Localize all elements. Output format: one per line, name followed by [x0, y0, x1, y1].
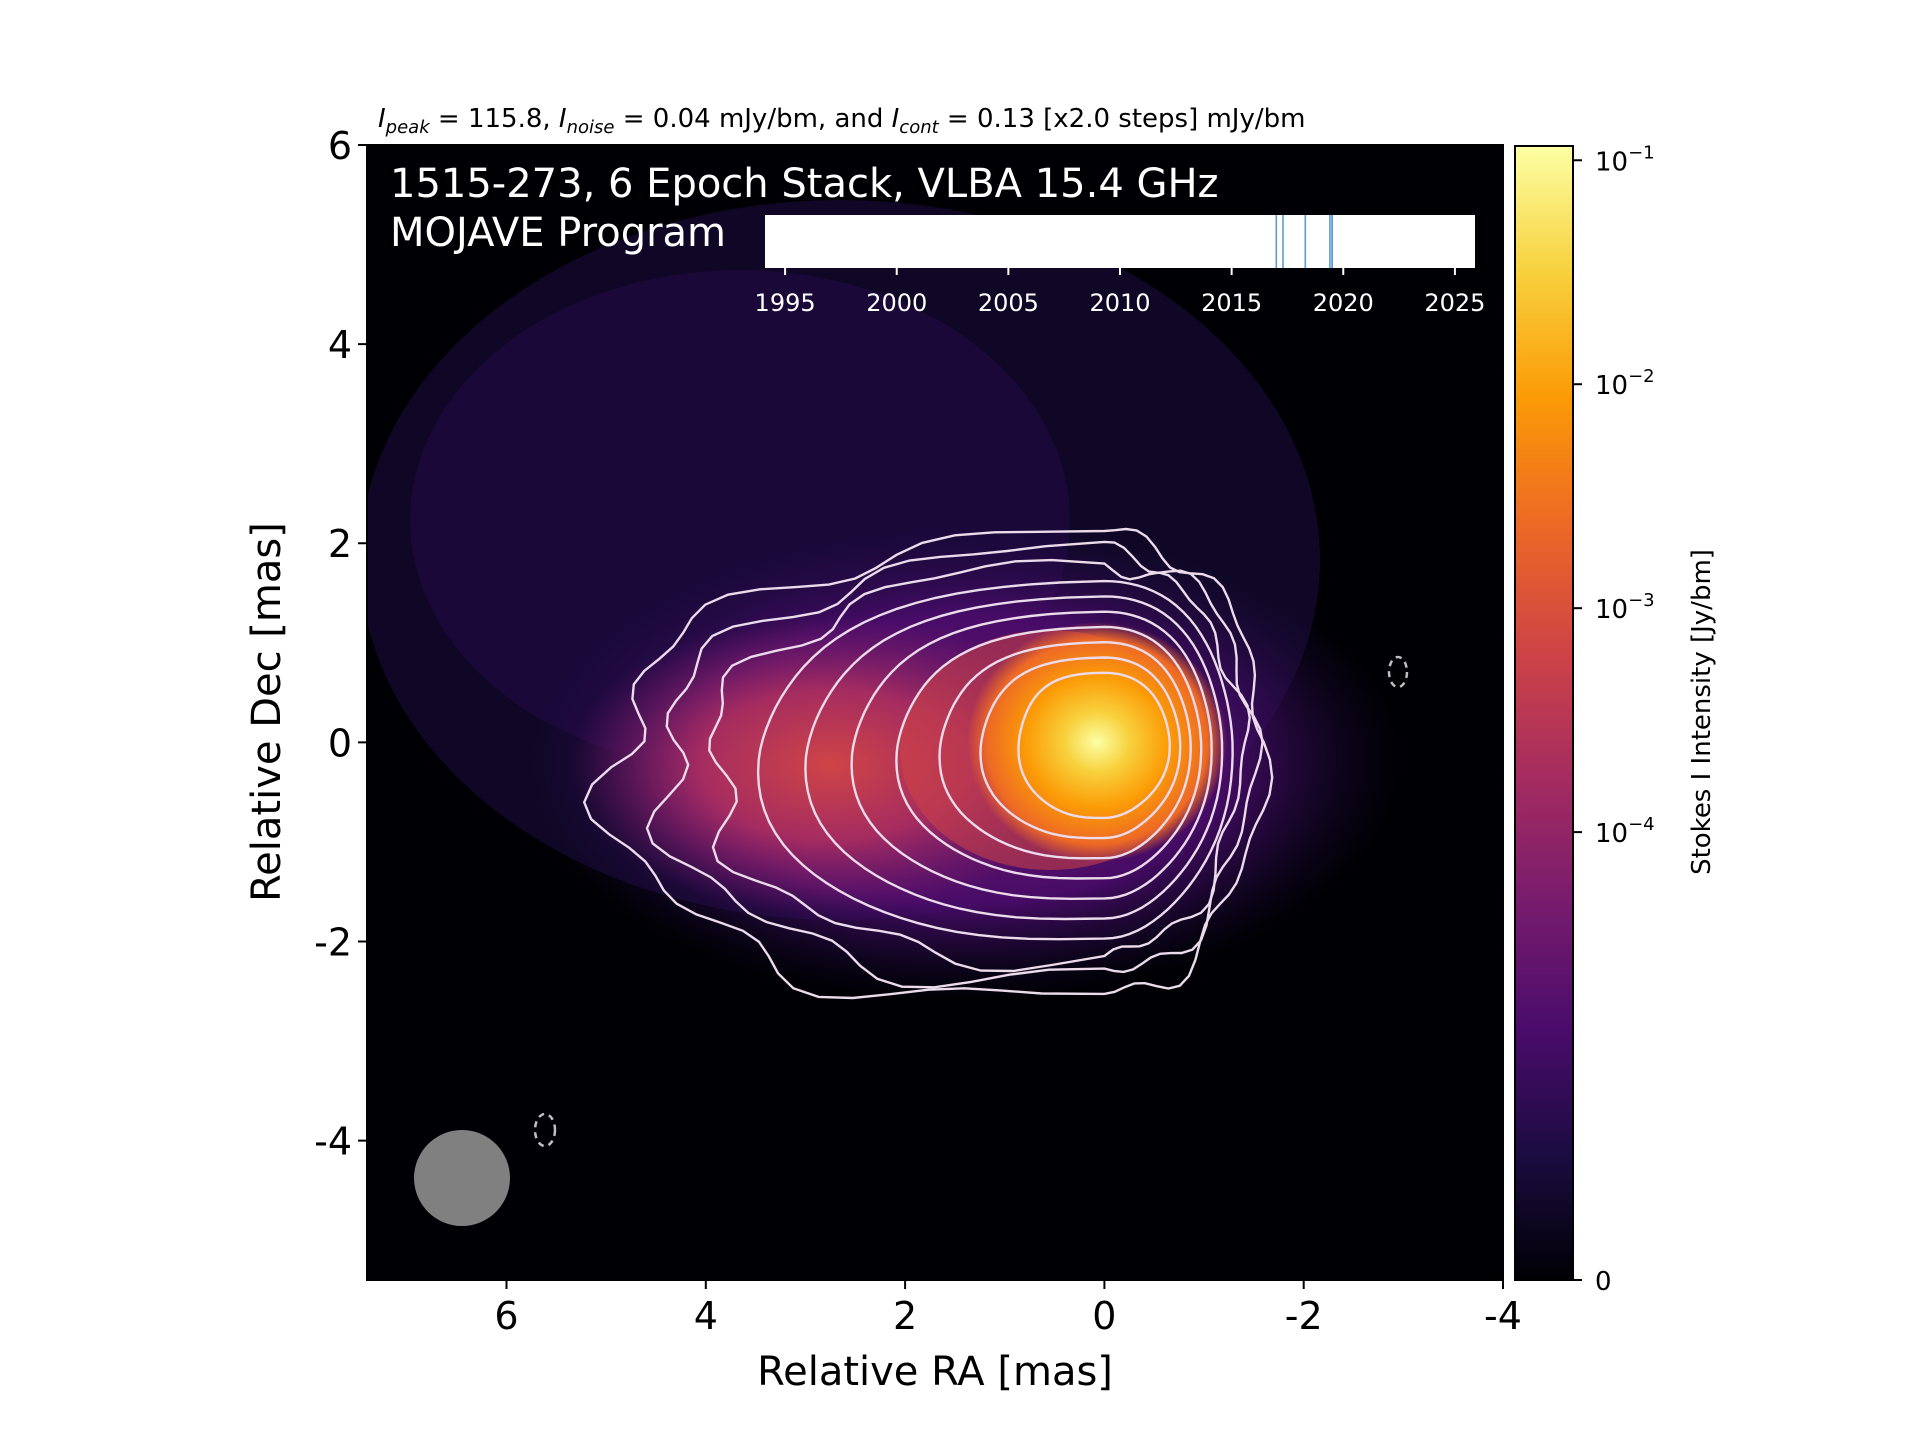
colorbar-tick-label: 10−4 — [1595, 814, 1655, 849]
image-stats-header: Ipeak = 115.8, Inoise = 0.04 mJy/bm, and… — [378, 104, 1305, 138]
epoch-tick-label: 2015 — [1201, 289, 1262, 317]
noise-value: = 0.04 mJy/bm, and — [614, 104, 891, 134]
contour-level — [708, 558, 1251, 973]
contour-level — [645, 540, 1264, 989]
contour-level — [895, 625, 1203, 880]
plot-frame — [366, 144, 1504, 1281]
contour-set — [582, 527, 1274, 1000]
contour-level — [1017, 671, 1171, 820]
cont-subscript: cont — [899, 117, 939, 138]
contour-level — [979, 656, 1182, 840]
noise-subscript: noise — [567, 117, 615, 138]
y-tick-label: 6 — [328, 124, 352, 168]
source-title: 1515-273, 6 Epoch Stack, VLBA 15.4 GHz — [390, 161, 1219, 207]
colorbar: 10−1 10−2 10−3 10−4 0 Stokes I Intensity [Jy… — [1514, 142, 1717, 1297]
epoch-timeline-box — [765, 215, 1475, 268]
y-tick-label: 0 — [328, 721, 352, 765]
x-tick-label: -2 — [1285, 1294, 1323, 1338]
negative-contour — [533, 1112, 557, 1148]
colorbar-tick-label: 10−2 — [1595, 366, 1655, 401]
noise-symbol: I — [559, 104, 567, 134]
x-tick-label: 4 — [694, 1294, 718, 1338]
epoch-tick-label: 2025 — [1424, 289, 1485, 317]
peak-value: = 115.8, — [430, 104, 559, 134]
colorbar-tick-label: 0 — [1595, 1267, 1612, 1297]
negative-contours — [533, 655, 1409, 1148]
image-panel: 1515-273, 6 Epoch Stack, VLBA 15.4 GHz M… — [366, 144, 1504, 1281]
contour-level — [938, 640, 1192, 860]
x-tick-label: 6 — [494, 1294, 518, 1338]
x-tick-label: 0 — [1092, 1294, 1116, 1338]
cont-value: = 0.13 [x2.0 steps] mJy/bm — [939, 104, 1306, 134]
cont-symbol: I — [892, 104, 900, 134]
epoch-tick-label: 2020 — [1313, 289, 1374, 317]
y-axis: 6 4 2 0 -2 -4 — [314, 124, 367, 1164]
y-tick-label: 4 — [328, 323, 352, 367]
negative-contour — [1387, 655, 1409, 689]
epoch-timeline: 1995 2000 2005 2010 2015 2020 2025 — [755, 215, 1485, 317]
colorbar-gradient — [1514, 145, 1574, 1281]
program-title: MOJAVE Program — [390, 210, 726, 256]
y-tick-label: -4 — [314, 1120, 352, 1164]
epoch-tick-label: 2010 — [1089, 289, 1150, 317]
colorbar-label: Stokes I Intensity [Jy/bm] — [1687, 549, 1717, 875]
x-tick-label: -4 — [1484, 1294, 1522, 1338]
contour-level — [850, 610, 1213, 901]
peak-symbol: I — [378, 104, 386, 134]
peak-subscript: peak — [385, 117, 432, 138]
contour-level — [756, 579, 1234, 941]
epoch-tick-label: 2000 — [866, 289, 927, 317]
colorbar-tick-label: 10−1 — [1595, 142, 1655, 177]
beam-ellipse — [414, 1130, 510, 1226]
x-axis: 6 4 2 0 -2 -4 — [494, 1280, 1522, 1338]
epoch-tick-label: 2005 — [978, 289, 1039, 317]
intensity-map — [367, 200, 1400, 1000]
colorbar-tick-label: 10−3 — [1595, 590, 1655, 625]
x-tick-label: 2 — [893, 1294, 917, 1338]
y-tick-label: 2 — [328, 522, 352, 566]
y-tick-label: -2 — [314, 920, 352, 964]
contour-level — [582, 527, 1274, 1000]
epoch-tick-label: 1995 — [755, 289, 816, 317]
y-axis-label: Relative Dec [mas] — [244, 522, 290, 902]
x-axis-label: Relative RA [mas] — [757, 1349, 1113, 1395]
contour-level — [804, 595, 1224, 921]
